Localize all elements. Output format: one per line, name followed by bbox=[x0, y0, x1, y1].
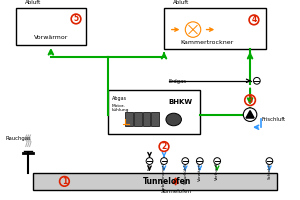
Text: Abluft: Abluft bbox=[26, 0, 42, 5]
Text: 3: 3 bbox=[248, 96, 253, 105]
Text: Vorwärmor: Vorwärmor bbox=[34, 35, 68, 40]
Circle shape bbox=[214, 158, 220, 164]
Text: Erdgas: Erdgas bbox=[148, 156, 152, 170]
Text: Frischluft: Frischluft bbox=[262, 117, 286, 122]
Circle shape bbox=[254, 77, 260, 84]
Circle shape bbox=[243, 108, 257, 121]
Text: Verbundluft: Verbundluft bbox=[215, 156, 219, 180]
Bar bbox=[152, 112, 159, 126]
Circle shape bbox=[185, 22, 201, 37]
Text: BHKW: BHKW bbox=[168, 99, 193, 105]
Bar bbox=[125, 112, 133, 126]
Text: Erdgas: Erdgas bbox=[169, 79, 187, 84]
Text: Rauchgas: Rauchgas bbox=[5, 136, 31, 141]
Circle shape bbox=[182, 158, 189, 164]
Text: Staurkühlung: Staurkühlung bbox=[183, 156, 187, 184]
Text: Tunnelofen: Tunnelofen bbox=[160, 189, 190, 194]
Text: 2: 2 bbox=[161, 142, 166, 151]
Text: Motor-
kühlung: Motor- kühlung bbox=[112, 104, 129, 112]
Bar bbox=[164, 8, 266, 49]
Text: 1: 1 bbox=[62, 177, 67, 186]
Bar bbox=[16, 8, 86, 45]
Text: Verbrennungsluft: Verbrennungsluft bbox=[162, 156, 166, 192]
Bar bbox=[143, 112, 151, 126]
Text: Tunnelofen: Tunnelofen bbox=[143, 177, 192, 186]
Text: 4: 4 bbox=[251, 15, 256, 24]
Text: 5: 5 bbox=[74, 14, 79, 23]
Polygon shape bbox=[246, 111, 254, 118]
Bar bbox=[108, 90, 200, 134]
Text: Kammertrockner: Kammertrockner bbox=[180, 40, 234, 45]
Text: Vorwärmluft: Vorwärmluft bbox=[198, 156, 202, 181]
Circle shape bbox=[266, 158, 273, 164]
Bar bbox=[34, 173, 277, 190]
Text: Abgas: Abgas bbox=[112, 96, 127, 101]
Circle shape bbox=[146, 158, 153, 164]
Text: Abluft: Abluft bbox=[173, 0, 190, 5]
Circle shape bbox=[196, 158, 203, 164]
Bar bbox=[134, 112, 142, 126]
Ellipse shape bbox=[166, 113, 182, 126]
Text: Schiebeluft: Schiebeluft bbox=[267, 156, 272, 179]
Circle shape bbox=[160, 158, 167, 164]
